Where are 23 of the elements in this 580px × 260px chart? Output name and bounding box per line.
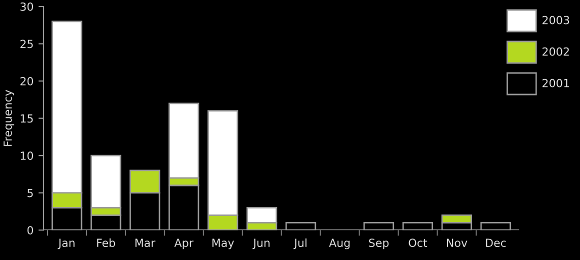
legend-label: 2001	[542, 78, 569, 88]
y-tick-label: 10	[20, 152, 34, 160]
y-tick-label: 5	[28, 188, 33, 198]
y-tick-label: 20	[20, 77, 34, 86]
legend-label: 2002	[542, 47, 569, 56]
x-tick-label: Aug	[329, 238, 350, 250]
x-tick-label: Mar	[135, 238, 156, 248]
y-tick-label: 0	[27, 226, 34, 234]
x-tick-label: Sep	[369, 238, 389, 250]
x-tick-label: Apr	[174, 238, 194, 250]
x-tick-label: Feb	[97, 238, 116, 248]
y-axis-title: Frequency	[4, 90, 14, 146]
x-tick-label: Jun	[252, 238, 270, 250]
y-tick-label: 15	[20, 114, 33, 123]
x-tick-label: May	[212, 238, 234, 250]
legend-label: 2003	[542, 16, 570, 24]
x-tick-label: Oct	[408, 238, 428, 248]
x-tick-label: Dec	[486, 238, 506, 248]
y-tick-label: 25	[20, 40, 33, 48]
x-tick-label: Jan	[58, 238, 75, 250]
x-tick-label: Nov	[446, 238, 468, 248]
x-tick-label: Jul	[294, 238, 306, 250]
y-tick-label: 30	[20, 2, 34, 11]
